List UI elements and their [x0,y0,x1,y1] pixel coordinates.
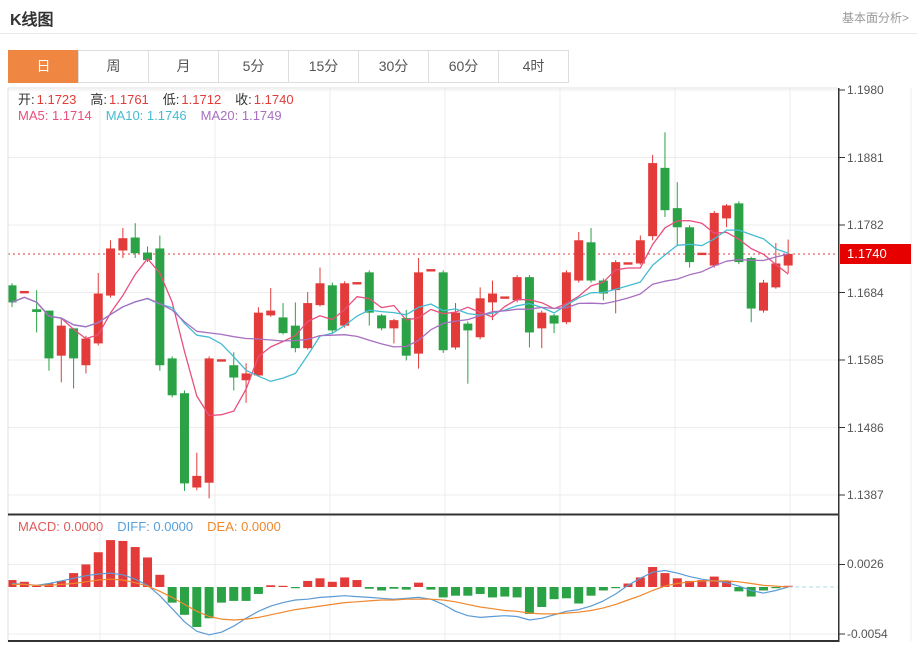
tab-interval-7[interactable]: 4时 [498,50,569,83]
tab-interval-2[interactable]: 月 [148,50,219,83]
tab-interval-4[interactable]: 15分 [288,50,359,83]
macd-item: DIFF: 0.0000 [117,519,194,534]
interval-tab-bar: 日周月 5分 15分 30分 60分 4时 [8,50,569,83]
price-axis-tick-label: 1.1486 [847,420,884,435]
macd-info-row: MACD: 0.0000 DIFF: 0.0000 DEA: 0.0000 [18,519,295,534]
ma-item: MA10: 1.1746 [105,108,187,123]
ohlc-value: 1.1712 [181,92,222,107]
price-axis-tick-label: 1.1585 [847,353,884,367]
tab-interval-0[interactable]: 日 [8,50,79,83]
ma5-line [11,219,789,417]
price-axis-tick-label: 1.1684 [847,285,884,300]
ma10-line [11,229,789,382]
price-axis-tick-label: 1.1782 [847,218,884,232]
ohlc-value: 1.1723 [36,92,77,107]
ohlc-label: 收: [235,92,252,107]
macd-axis-tick-label: -0.0054 [847,626,888,641]
diff-line [11,569,789,636]
tab-interval-3[interactable]: 5分 [218,50,289,83]
price-axis-tick-label: 1.1881 [847,150,884,165]
last-price-tag: 1.1740 [840,243,911,264]
tab-interval-6[interactable]: 60分 [428,50,499,83]
ma20-line [11,253,789,348]
tab-interval-5[interactable]: 30分 [358,50,429,83]
axis-ticks [838,89,845,635]
ma-item: MA20: 1.1749 [200,108,282,123]
fundamental-analysis-link[interactable]: 基本面分析> [841,11,909,25]
tab-interval-1[interactable]: 周 [78,50,149,83]
ma-info-row: MA5: 1.1714 MA10: 1.1746 MA20: 1.1749 [18,108,296,123]
macd-item: MACD: 0.0000 [18,519,104,534]
title-divider [0,33,917,34]
ma-item: MA5: 1.1714 [18,108,92,123]
ohlc-label: 低: [162,92,180,107]
ohlc-value: 1.1740 [253,92,294,107]
macd-axis-tick-label: 0.0026 [847,557,884,572]
price-axis-tick-label: 1.1387 [847,488,884,502]
price-axis-tick-label: 1.1980 [847,83,884,97]
ohlc-label: 开: [18,92,35,107]
macd-item: DEA: 0.0000 [207,519,281,534]
ohlc-label: 高: [90,92,108,107]
ohlc-info-row: 开: 1.1723 高: 1.1761 低: 1.1712 收: 1.1740 [18,89,308,108]
dea-line [12,578,789,621]
chart-frame [7,87,912,642]
ohlc-value: 1.1761 [109,92,149,107]
page-title: K线图 [10,12,54,29]
